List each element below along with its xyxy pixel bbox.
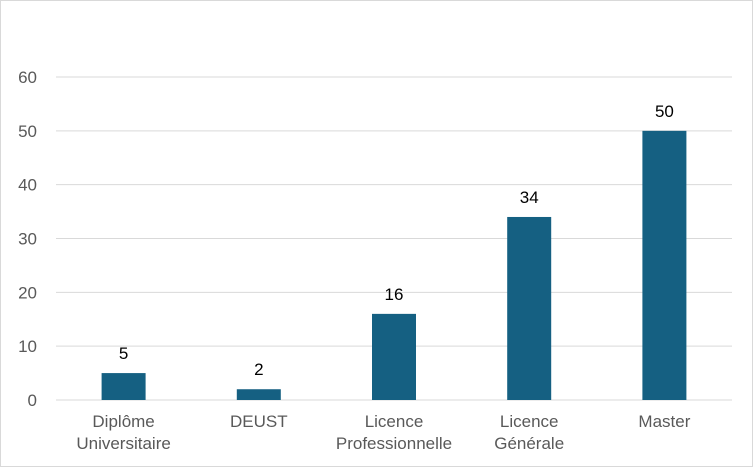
y-tick-label-20: 20 <box>18 283 37 302</box>
x-tick-label-1: DEUST <box>230 412 288 431</box>
x-tick-label-4: Master <box>638 412 690 431</box>
bar-3 <box>507 216 552 400</box>
y-axis-ticks: 0 10 20 30 40 50 60 <box>18 68 37 410</box>
data-label-3: 34 <box>520 188 539 207</box>
data-labels: 5 2 16 34 50 <box>119 102 674 379</box>
bar-4 <box>642 130 687 401</box>
data-label-4: 50 <box>655 102 674 121</box>
y-tick-label-30: 30 <box>18 230 37 249</box>
y-tick-label-60: 60 <box>18 68 37 87</box>
y-tick-label-40: 40 <box>18 176 37 195</box>
x-tick-label-0: Diplôme Universitaire <box>76 412 170 453</box>
data-label-1: 2 <box>254 360 263 379</box>
y-tick-label-0: 0 <box>28 391 37 410</box>
data-label-2: 16 <box>385 285 404 304</box>
data-label-0: 5 <box>119 344 128 363</box>
bar-1 <box>236 389 281 400</box>
gridlines <box>56 76 732 401</box>
bar-2 <box>372 313 416 400</box>
y-tick-label-50: 50 <box>18 122 37 141</box>
x-axis-labels: Diplôme Universitaire DEUST Licence Professi… <box>76 412 690 453</box>
x-tick-label-2: Licence Professionnelle <box>336 412 452 453</box>
x-tick-label-3: Licence Générale <box>494 412 564 453</box>
bars <box>101 130 687 401</box>
bar-0 <box>101 373 146 400</box>
y-tick-label-10: 10 <box>18 337 37 356</box>
